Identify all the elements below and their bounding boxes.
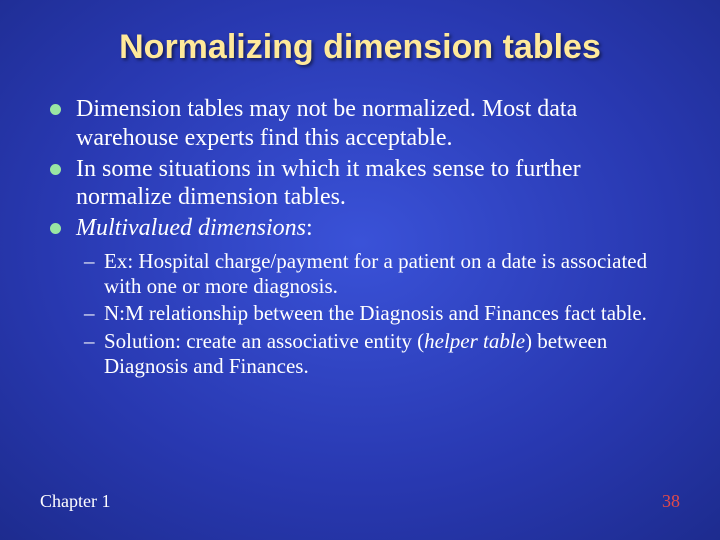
- sub-bullet-text: Ex: Hospital charge/payment for a patien…: [104, 249, 647, 298]
- footer-page-number: 38: [662, 491, 680, 512]
- sub-bullet-italic: helper table: [424, 329, 525, 353]
- bullet-text-italic: Multivalued dimensions: [76, 215, 306, 241]
- slide-title: Normalizing dimension tables: [0, 0, 720, 67]
- main-bullet-list: Dimension tables may not be normalized. …: [48, 95, 680, 243]
- sub-bullet-item: N:M relationship between the Diagnosis a…: [84, 301, 680, 326]
- footer-chapter: Chapter 1: [40, 491, 110, 512]
- slide: Normalizing dimension tables Dimension t…: [0, 0, 720, 540]
- slide-content: Dimension tables may not be normalized. …: [0, 95, 720, 379]
- bullet-item: Multivalued dimensions:: [48, 214, 680, 243]
- bullet-text: In some situations in which it makes sen…: [76, 156, 581, 211]
- sub-bullet-prefix: Solution: create an associative entity (: [104, 329, 424, 353]
- bullet-item: In some situations in which it makes sen…: [48, 155, 680, 213]
- sub-bullet-item: Solution: create an associative entity (…: [84, 329, 680, 379]
- bullet-item: Dimension tables may not be normalized. …: [48, 95, 680, 153]
- bullet-text: Dimension tables may not be normalized. …: [76, 96, 577, 151]
- sub-bullet-text: N:M relationship between the Diagnosis a…: [104, 301, 647, 325]
- bullet-text-suffix: :: [306, 215, 313, 241]
- sub-bullet-list: Ex: Hospital charge/payment for a patien…: [84, 249, 680, 379]
- sub-bullet-item: Ex: Hospital charge/payment for a patien…: [84, 249, 680, 299]
